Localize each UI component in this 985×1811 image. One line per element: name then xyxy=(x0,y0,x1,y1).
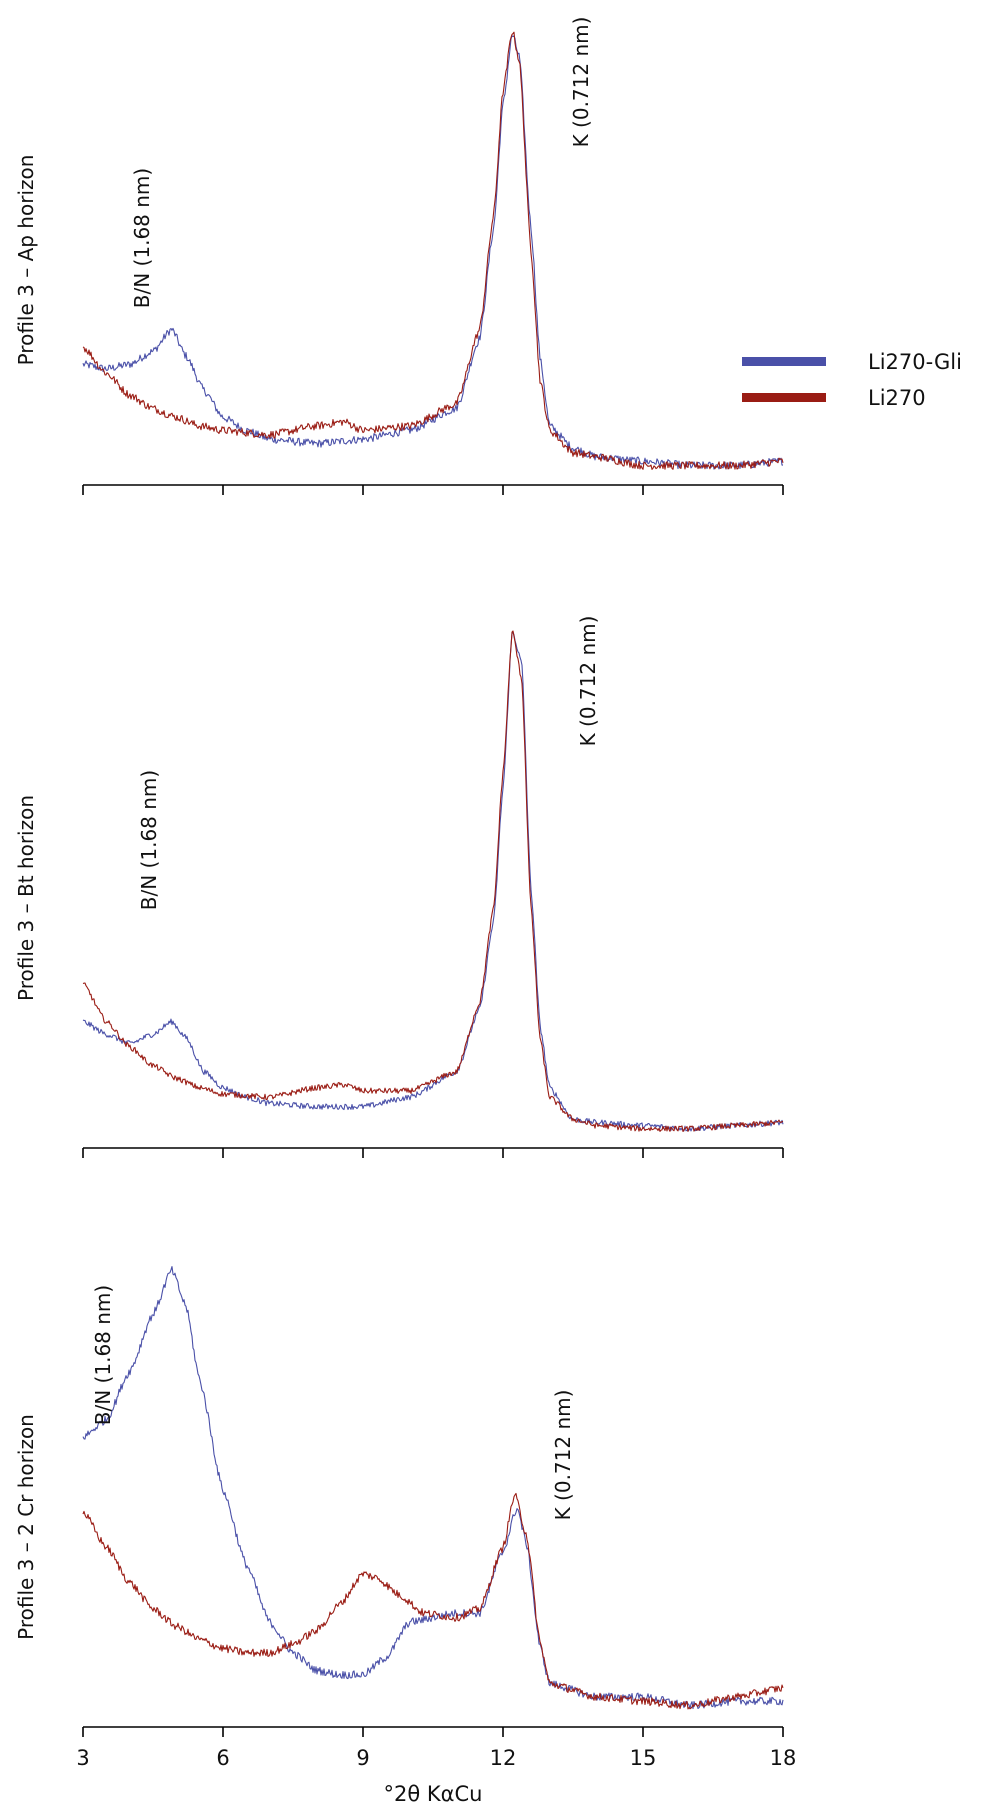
plot-area xyxy=(82,31,784,470)
x-ticks xyxy=(82,1148,784,1158)
legend-label-li270: Li270 xyxy=(868,386,926,410)
panel-title: Profile 3 – 2 Cr horizon xyxy=(14,1414,38,1640)
trace-li270 xyxy=(82,1492,784,1710)
annotation-k: K (0.712 nm) xyxy=(569,17,593,148)
legend-swatch-li270 xyxy=(742,393,826,402)
legend-label-li270-gli: Li270-Gli xyxy=(868,350,962,374)
x-tick-labels: 3 6 9 12 15 18 xyxy=(76,1746,796,1770)
x-tick-label: 15 xyxy=(630,1746,657,1770)
annotation-k: K (0.712 nm) xyxy=(576,616,600,747)
trace-li270-gli xyxy=(82,631,784,1132)
annotation-bn: B/N (1.68 nm) xyxy=(130,168,154,308)
plot-area xyxy=(82,1266,784,1710)
annotation-bn: B/N (1.68 nm) xyxy=(137,770,161,910)
panel-ap-horizon: Profile 3 – Ap horizon B/N (1.68 nm) K (… xyxy=(14,17,784,495)
x-ticks xyxy=(82,485,784,495)
annotation-k: K (0.712 nm) xyxy=(551,1390,575,1521)
x-tick-label: 12 xyxy=(490,1746,517,1770)
panel-title: Profile 3 – Ap horizon xyxy=(14,155,38,366)
panel-2cr-horizon: Profile 3 – 2 Cr horizon 3 6 9 12 15 18 B/N (… xyxy=(14,1266,796,1770)
legend: Li270-Gli Li270 xyxy=(742,350,962,410)
x-tick-label: 18 xyxy=(770,1746,797,1770)
trace-li270 xyxy=(82,31,784,470)
legend-swatch-li270-gli xyxy=(742,357,826,366)
x-axis-label: °2θ KαCu xyxy=(384,1782,483,1806)
x-ticks xyxy=(82,1727,784,1737)
annotation-bn: B/N (1.68 nm) xyxy=(91,1285,115,1425)
panel-title: Profile 3 – Bt horizon xyxy=(14,795,38,1001)
plot-area xyxy=(82,630,784,1133)
trace-li270 xyxy=(82,630,784,1133)
trace-li270-gli xyxy=(82,1266,784,1710)
panel-bt-horizon: Profile 3 – Bt horizon B/N (1.68 nm) K (… xyxy=(14,616,784,1158)
x-tick-label: 6 xyxy=(216,1746,229,1770)
x-tick-label: 9 xyxy=(356,1746,369,1770)
x-tick-label: 3 xyxy=(76,1746,89,1770)
trace-li270-gli xyxy=(82,35,783,470)
